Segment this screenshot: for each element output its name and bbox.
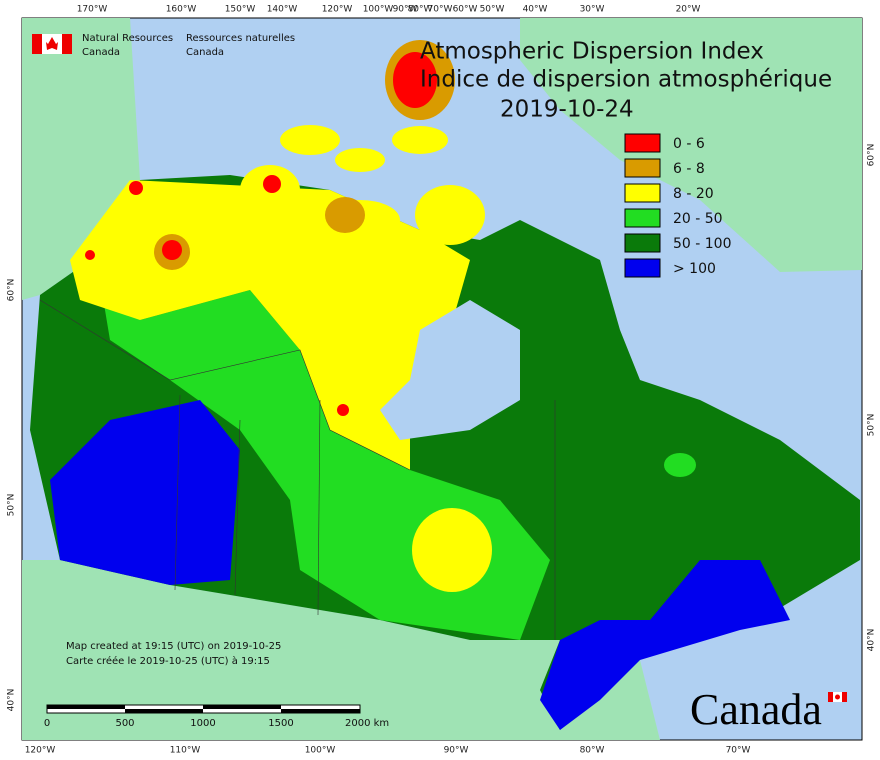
flag-bar: [62, 34, 72, 54]
flag-bar: [842, 692, 847, 702]
title-fr: Indice de dispersion atmosphérique: [420, 67, 832, 93]
arctic-islands: [240, 125, 485, 245]
zone-20-50: [664, 453, 696, 477]
graticule-label: 40°N: [867, 629, 877, 652]
graticule-label: 60°N: [7, 279, 17, 302]
scale-seg: [281, 709, 360, 713]
wordmark: Canada: [690, 685, 822, 734]
graticule-label: 30°W: [580, 5, 605, 15]
graticule-label: 70°W: [726, 746, 751, 756]
scale-label: 1000: [190, 718, 215, 729]
logo: [32, 34, 72, 54]
note: Carte créée le 2019-10-25 (UTC) à 19:15: [66, 655, 270, 667]
scale-label: 1500: [268, 718, 293, 729]
map-date: 2019-10-24: [500, 97, 634, 123]
zone-0-6: [393, 52, 437, 108]
graticule-label: 60°W: [453, 5, 478, 15]
zone-6-8: [325, 197, 365, 233]
legend-swatch: [624, 183, 661, 203]
zone-0-6: [162, 240, 182, 260]
border: [174, 394, 181, 591]
flag-bar: [32, 34, 42, 54]
graticule-label: 50°N: [7, 494, 17, 517]
graticule-label: 60°N: [867, 144, 877, 167]
scale-label: 2000 km: [345, 718, 389, 729]
graticule-label: 90°W: [393, 5, 418, 15]
note: Map created at 19:15 (UTC) on 2019-10-25: [66, 641, 281, 652]
legend-swatch: [624, 208, 661, 228]
graticule-label: 80°W: [408, 5, 433, 15]
map: [21, 17, 863, 741]
legend-swatch: [624, 158, 661, 178]
graticule-label: 160°W: [166, 5, 197, 15]
scale-seg: [125, 709, 203, 713]
zone-0-6: [337, 404, 349, 416]
legend-label: 6 - 8: [673, 161, 705, 177]
agency-en: Canada: [82, 47, 120, 58]
graticule-label: 170°W: [77, 5, 108, 15]
zone-8-20: [412, 508, 492, 592]
agency-fr: Canada: [186, 47, 224, 58]
border: [39, 299, 411, 471]
hudson-bay: [380, 300, 520, 440]
zone-0-6: [85, 250, 95, 260]
scale-seg: [203, 705, 281, 709]
zone-over-100: [50, 400, 240, 585]
wordmark-flag: [828, 692, 847, 702]
maple-leaf: [46, 37, 58, 50]
graticule-label: 40°N: [7, 689, 17, 712]
legend-label: 20 - 50: [673, 211, 723, 227]
legend-label: 0 - 6: [673, 136, 705, 152]
graticule-label: 100°W: [305, 746, 336, 756]
legend-label: > 100: [673, 261, 716, 277]
island: [392, 126, 448, 154]
zone-0-6: [263, 175, 281, 193]
island: [280, 125, 340, 155]
legend-label: 8 - 20: [673, 186, 714, 202]
scale-bar: [46, 704, 361, 714]
scale-label: 0: [44, 718, 50, 729]
graticule-label: 150°W: [225, 5, 256, 15]
legend-swatch: [624, 233, 661, 253]
scale-label: 500: [115, 718, 134, 729]
maple-leaf: [835, 694, 840, 700]
legend-swatch: [624, 133, 661, 153]
flag-bar: [828, 692, 833, 702]
graticule-label: 110°W: [170, 746, 201, 756]
usa: [22, 560, 660, 740]
graticule-label: 140°W: [267, 5, 298, 15]
zone-0-6: [129, 181, 143, 195]
agency-fr: Ressources naturelles: [186, 33, 295, 44]
graticule-label: 20°W: [676, 5, 701, 15]
graticule-label: 50°W: [480, 5, 505, 15]
title-en: Atmospheric Dispersion Index: [420, 39, 764, 65]
alaska: [22, 18, 140, 300]
graticule-label: 120°W: [322, 5, 353, 15]
border: [234, 419, 241, 596]
agency-en: Natural Resources: [82, 33, 173, 44]
graticule-label: 120°W: [25, 746, 56, 756]
greenland: [520, 18, 862, 272]
scale-seg: [47, 705, 125, 709]
zone-over-100: [540, 560, 790, 730]
legend-label: 50 - 100: [673, 236, 732, 252]
island: [335, 148, 385, 172]
graticule-label: 40°W: [523, 5, 548, 15]
graticule-label: 100°W: [363, 5, 394, 15]
legend-swatch: [624, 258, 661, 278]
graticule-label: 50°N: [867, 414, 877, 437]
graticule-label: 70°W: [428, 5, 453, 15]
graticule-label: 80°W: [580, 746, 605, 756]
graticule-label: 90°W: [444, 746, 469, 756]
island: [415, 185, 485, 245]
border: [317, 399, 321, 616]
